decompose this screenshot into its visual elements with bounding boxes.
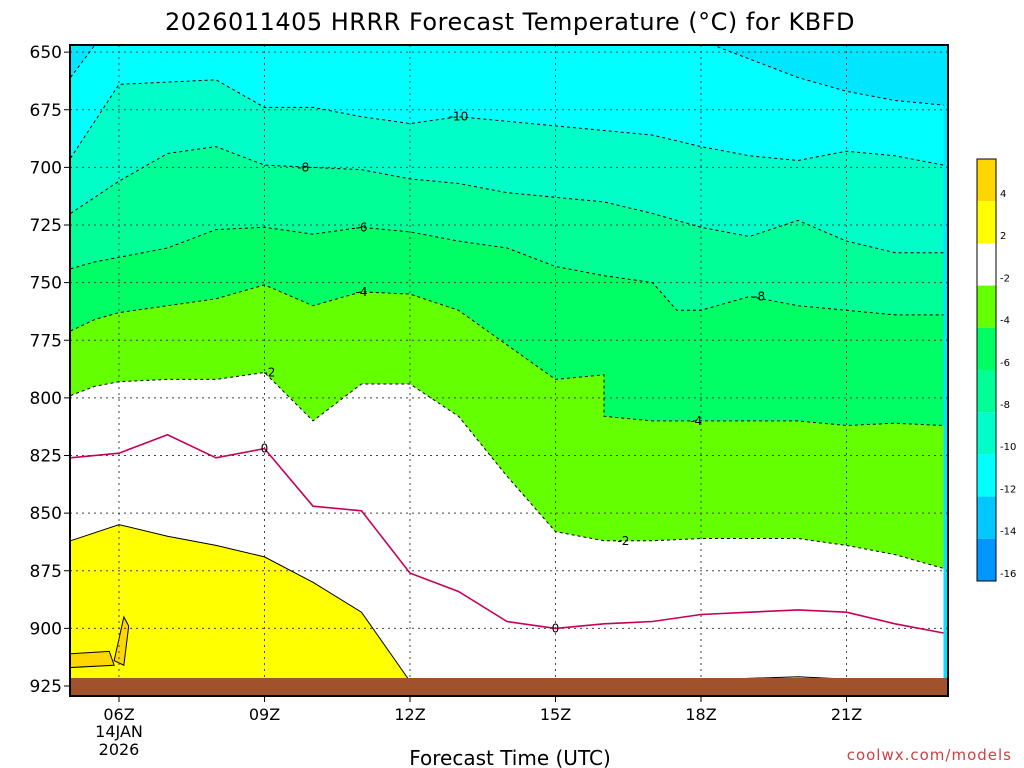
plot-area: -10 -8 -6 -4 -2 0 -8 -4 -2 0 [69,0,949,697]
contour-label: -2 [263,366,275,380]
colorbar-tick-label: 4 [1000,189,1006,200]
y-tick-label: 800 [30,389,62,409]
warm-patch [70,650,115,669]
y-tick-label: 850 [30,504,62,524]
contour-label: -8 [297,160,309,174]
colorbar-frame [976,158,997,582]
credit-text: coolwx.com/models [847,746,1012,764]
colorbar-tick-label: -12 [1000,484,1016,495]
contour-label: -10 [449,110,469,124]
isotherm-m6 [70,226,944,316]
y-tick-label: 875 [30,562,62,582]
ground-surface [70,678,948,696]
y-tick-label: 775 [30,331,62,351]
y-tick-label: 925 [30,677,62,697]
x-axis-label: Forecast Time (UTC) [409,746,611,768]
contour-label: -2 [617,534,629,548]
colorbar-segment [977,243,996,286]
colorbar-segment [977,370,996,413]
isotherm-m10 [70,79,944,166]
contour-label: -4 [356,285,368,299]
chart-title: 2026011405 HRRR Forecast Temperature (°C… [165,8,855,36]
contour-label: 0 [261,442,269,456]
isotherm-m4 [70,284,944,427]
y-tick-label: 725 [30,216,62,236]
colorbar-segment [977,454,996,497]
colorbar-tick-label: -8 [1000,400,1010,411]
x-date-line1: 14JAN [95,722,143,741]
warm-patch-2 [113,615,130,667]
colorbar-tick-label: -10 [1000,442,1016,453]
isotherm-m8 [70,146,944,254]
colorbar-segment [977,412,996,455]
x-date-line2: 2026 [99,740,140,759]
contour-label: -8 [753,289,765,303]
y-tick-label: 825 [30,447,62,467]
x-tick-label: 12Z [394,705,425,724]
colorbar-tick-label: -14 [1000,527,1016,538]
contour-label: 0 [552,621,560,635]
contour-label: -4 [690,414,702,428]
y-axis: 650 675 700 725 750 775 800 825 850 875 900 925 [30,43,70,697]
colorbar-segment [977,201,996,244]
x-tick-label: 15Z [540,705,571,724]
colorbar-segment [977,538,996,581]
isotherm-0C [70,433,944,634]
colorbar-tick-label: -16 [1000,569,1016,580]
y-tick-label: 700 [30,158,62,178]
colorbar-segment [977,159,996,202]
isotherm-2 [70,524,944,687]
x-tick-label: 18Z [685,705,716,724]
y-tick-label: 750 [30,274,62,294]
isotherm-m2 [70,371,944,569]
colorbar-tick-label: 2 [1000,231,1006,242]
colorbar-tick-label: -4 [1000,316,1010,327]
y-tick-label: 650 [30,43,62,63]
colorbar-segment [977,285,996,328]
contour-label: -6 [356,220,368,234]
colorbar-segment [977,496,996,539]
x-tick-label: 21Z [831,705,862,724]
x-tick-label: 09Z [249,705,280,724]
plot-frame [69,44,949,697]
colorbar-segment [977,327,996,370]
temp-band-2 [70,524,944,696]
y-tick-label: 675 [30,101,62,121]
temp-band-m14 [313,0,362,4]
colorbar-tick-label: -6 [1000,358,1010,369]
x-axis: 06Z 09Z 12Z 15Z 18Z 21Z [103,696,862,724]
colorbar: 4 2 -2 -4 -6 -8 -10 -12 -14 -16 [976,158,1016,582]
y-tick-label: 900 [30,619,62,639]
colorbar-tick-label: -2 [1000,273,1010,284]
x-tick-label: 06Z [103,705,134,724]
